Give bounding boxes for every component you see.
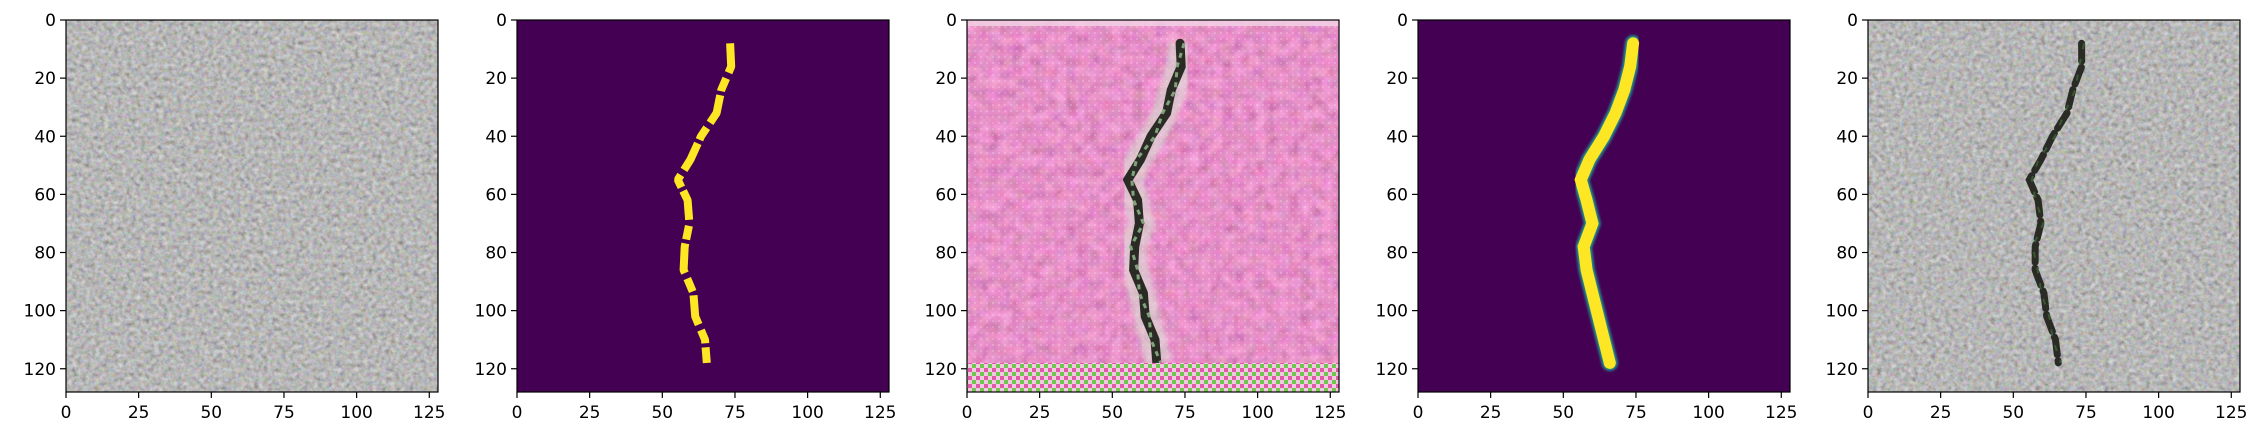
x-tick-label: 50 — [2002, 403, 2024, 423]
x-tick-label: 100 — [791, 403, 823, 423]
x-tick-label: 0 — [962, 403, 973, 423]
y-tick-label: 20 — [34, 69, 56, 89]
panel-1: 0 25 50 75 100 125 0 20 40 60 80 100 120 — [24, 11, 446, 423]
y-tick-label: 100 — [475, 302, 507, 322]
y-tick-label: 100 — [925, 302, 957, 322]
y-tick-label: 120 — [1376, 360, 1408, 380]
y-tick-label: 20 — [935, 69, 957, 89]
x-tick-label: 125 — [864, 403, 896, 423]
y-tick-label: 60 — [34, 185, 56, 205]
x-tick-label: 100 — [1692, 403, 1724, 423]
y-tick-label: 120 — [925, 360, 957, 380]
y-tick-label: 80 — [485, 244, 507, 264]
panels-layer: 0 25 50 75 100 125 0 20 40 60 80 100 120 0 25 50 75 100 12… — [24, 11, 2248, 423]
y-tick-label: 40 — [935, 127, 957, 147]
y-tick-label: 0 — [1847, 11, 1858, 31]
x-tick-label: 75 — [2075, 403, 2097, 423]
panel-2: 0 25 50 75 100 125 0 20 40 60 80 100 120 — [475, 11, 897, 423]
y-tick-label: 0 — [496, 11, 507, 31]
x-tick-label: 75 — [1174, 403, 1196, 423]
y-tick-label: 60 — [1386, 185, 1408, 205]
y-tick-label: 0 — [946, 11, 957, 31]
y-tick-label: 120 — [475, 360, 507, 380]
y-tick-label: 120 — [24, 360, 56, 380]
y-tick-label: 60 — [935, 185, 957, 205]
x-tick-label: 0 — [1863, 403, 1874, 423]
crack-generated-magenta-texture — [967, 20, 1339, 392]
x-tick-label: 100 — [1241, 403, 1273, 423]
y-tick-label: 100 — [24, 302, 56, 322]
y-tick-label: 20 — [1836, 69, 1858, 89]
x-tick-label: 50 — [651, 403, 673, 423]
y-tick-label: 40 — [1386, 127, 1408, 147]
x-tick-label: 0 — [512, 403, 523, 423]
x-tick-label: 100 — [2142, 403, 2174, 423]
x-tick-label: 25 — [579, 403, 601, 423]
panel-5: 0 25 50 75 100 125 0 20 40 60 80 100 120 — [1826, 11, 2248, 423]
x-tick-label: 125 — [413, 403, 445, 423]
asphalt-texture-image — [66, 20, 438, 392]
x-tick-label: 25 — [1930, 403, 1952, 423]
x-tick-label: 25 — [1480, 403, 1502, 423]
x-tick-label: 125 — [1765, 403, 1797, 423]
y-tick-label: 100 — [1826, 302, 1858, 322]
axes-frame — [1867, 19, 2241, 393]
y-tick-label: 20 — [1386, 69, 1408, 89]
x-tick-label: 0 — [1413, 403, 1424, 423]
x-tick-label: 25 — [1029, 403, 1051, 423]
y-tick-label: 120 — [1826, 360, 1858, 380]
x-tick-label: 100 — [340, 403, 372, 423]
axes-frame — [65, 19, 439, 393]
x-tick-label: 50 — [200, 403, 222, 423]
y-tick-label: 40 — [34, 127, 56, 147]
y-tick-label: 80 — [1836, 244, 1858, 264]
crack-binary-mask — [517, 20, 889, 392]
x-tick-label: 125 — [1314, 403, 1346, 423]
x-tick-label: 125 — [2215, 403, 2247, 423]
y-tick-label: 0 — [45, 11, 56, 31]
x-tick-label: 75 — [273, 403, 295, 423]
y-tick-label: 100 — [1376, 302, 1408, 322]
x-tick-label: 50 — [1101, 403, 1123, 423]
panel-3: 0 25 50 75 100 125 0 20 40 60 80 100 120 — [925, 11, 1347, 423]
x-tick-label: 0 — [61, 403, 72, 423]
y-tick-label: 80 — [1386, 244, 1408, 264]
asphalt-with-crack-image — [1868, 20, 2240, 392]
y-tick-label: 60 — [485, 185, 507, 205]
y-tick-label: 40 — [485, 127, 507, 147]
y-tick-label: 40 — [1836, 127, 1858, 147]
axes-frame — [966, 19, 1340, 393]
panel-4: 0 25 50 75 100 125 0 20 40 60 80 100 120 — [1376, 11, 1798, 423]
crack-smoothed-mask — [1418, 20, 1790, 392]
axes-frame — [1417, 19, 1791, 393]
y-tick-label: 80 — [935, 244, 957, 264]
y-tick-label: 80 — [34, 244, 56, 264]
x-tick-label: 75 — [1625, 403, 1647, 423]
y-tick-label: 60 — [1836, 185, 1858, 205]
x-tick-label: 25 — [128, 403, 150, 423]
y-tick-label: 20 — [485, 69, 507, 89]
axes-frame — [516, 19, 890, 393]
x-tick-label: 50 — [1552, 403, 1574, 423]
x-tick-label: 75 — [724, 403, 746, 423]
y-tick-label: 0 — [1397, 11, 1408, 31]
